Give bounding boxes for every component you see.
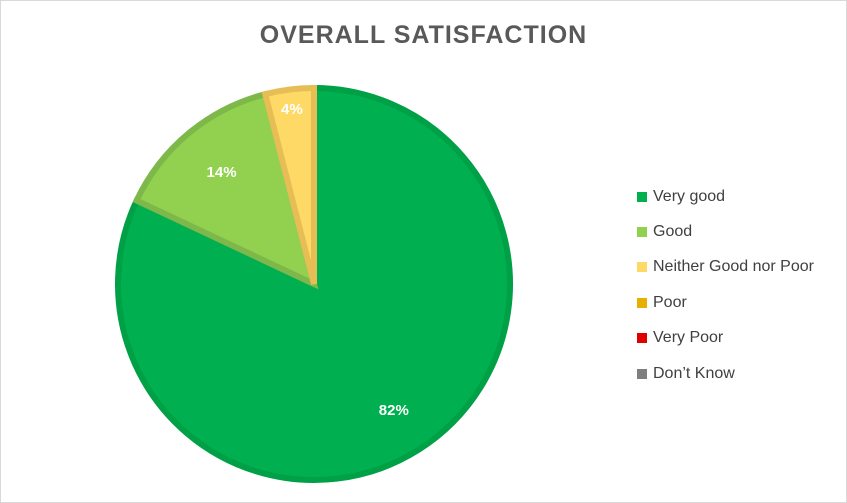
legend-label: Very good (653, 187, 726, 205)
legend-label: Good (653, 223, 693, 241)
legend-label: Neither Good nor Poor (653, 258, 814, 276)
chart-title: OVERALL SATISFACTION (259, 21, 588, 49)
legend-swatch (637, 368, 647, 379)
legend-item-neither-good-nor-poor: Neither Good nor Poor (637, 250, 814, 285)
legend-label: Poor (653, 293, 687, 311)
legend-item-very-good: Very good (637, 179, 814, 214)
data-label-very-good: 82% (379, 402, 409, 419)
data-label-neither-good-nor-poor: 4% (281, 101, 303, 118)
legend-swatch (637, 262, 647, 273)
legend-label: Don’t Know (653, 364, 735, 382)
legend-item-good: Good (637, 214, 814, 249)
data-label-good: 14% (207, 164, 237, 181)
legend-item-poor: Poor (637, 285, 814, 320)
pie-slice-good (132, 90, 319, 290)
legend-swatch (637, 227, 647, 238)
legend: Very good Good Neither Good nor Poor Poor Ve… (637, 179, 814, 391)
legend-label: Very Poor (653, 329, 724, 347)
legend-swatch (637, 297, 647, 308)
pie-slice-neither-good-nor-poor (261, 84, 317, 285)
legend-swatch (637, 191, 647, 202)
legend-swatch (637, 333, 647, 344)
legend-item-very-poor: Very Poor (637, 321, 814, 356)
legend-item-don-t-know: Don’t Know (637, 356, 814, 391)
